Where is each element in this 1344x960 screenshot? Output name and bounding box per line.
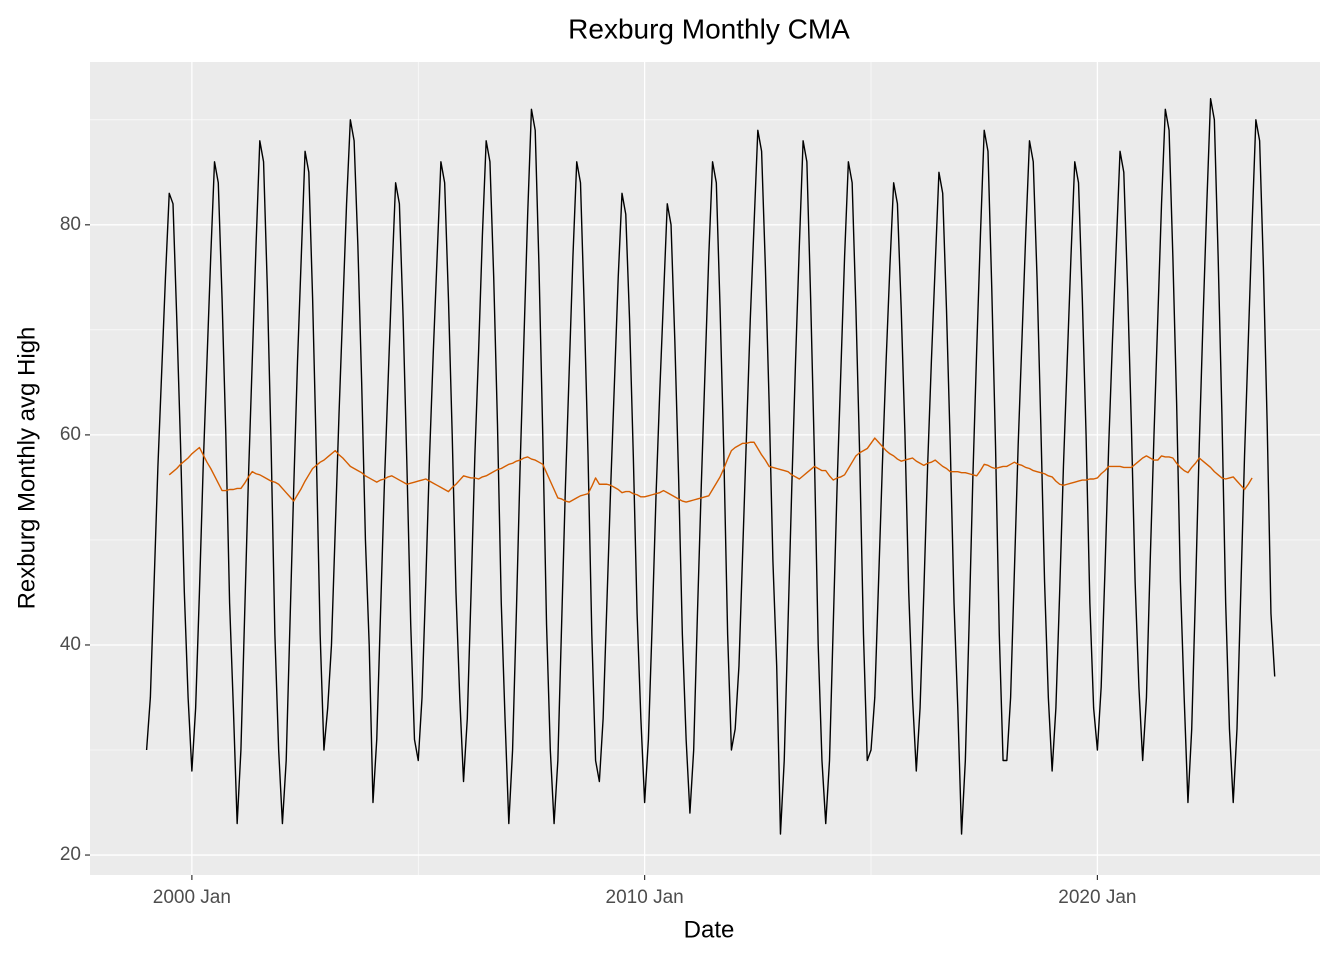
marks (145, 98, 1276, 835)
y-tick-label: 40 (60, 634, 81, 655)
x-tick-label: 2020 Jan (1058, 887, 1136, 908)
y-tick-label: 60 (60, 424, 81, 445)
x-axis-label: Date (684, 916, 735, 943)
y-tick-label: 80 (60, 214, 81, 235)
chart-title: Rexburg Monthly CMA (568, 13, 850, 44)
panel (90, 62, 1320, 875)
axes: 20 40 60 80 2000 Jan 2010 Jan 2020 Jan (60, 214, 1137, 908)
series-line (145, 98, 1276, 835)
x-tick-label: 2010 Jan (606, 887, 684, 908)
y-axis-label: Rexburg Monthly avg High (13, 327, 40, 610)
x-tick-label: 2000 Jan (153, 887, 231, 908)
y-tick-label: 20 (60, 844, 81, 865)
series-line (168, 437, 1253, 503)
